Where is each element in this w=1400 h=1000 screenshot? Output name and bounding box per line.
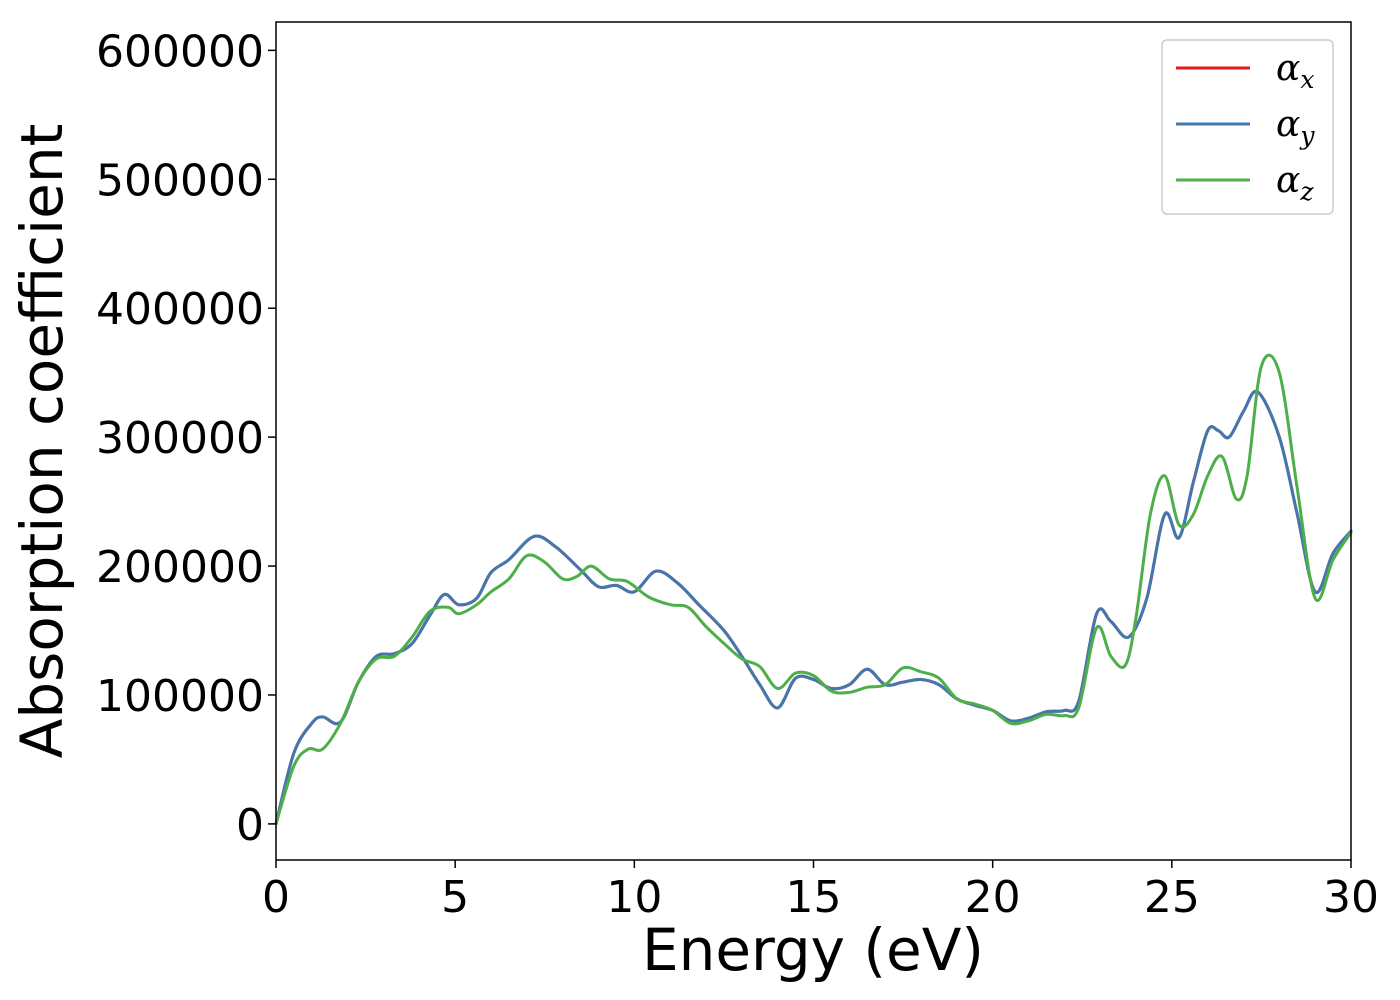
y-tick-label: 400000 bbox=[96, 284, 264, 335]
y-tick-label: 600000 bbox=[96, 26, 264, 77]
legend: αx αy αz bbox=[1161, 39, 1334, 215]
legend-label-x: αx bbox=[1276, 48, 1314, 94]
x-ticks: 0 5 10 15 20 25 30 bbox=[262, 860, 1379, 923]
legend-box bbox=[1161, 39, 1334, 215]
y-tick-label: 200000 bbox=[96, 542, 264, 593]
x-tick-label: 5 bbox=[441, 872, 469, 923]
series-line-z bbox=[274, 353, 1353, 826]
x-tick-label: 20 bbox=[965, 872, 1021, 923]
x-tick-label: 30 bbox=[1323, 872, 1379, 923]
y-axis-label: Absorption coefficient bbox=[8, 124, 76, 759]
x-tick-label: 0 bbox=[262, 872, 290, 923]
y-tick-label: 300000 bbox=[96, 413, 264, 464]
legend-label-z: αz bbox=[1276, 160, 1314, 206]
y-tick-label: 500000 bbox=[96, 155, 264, 206]
y-tick-label: 100000 bbox=[96, 671, 264, 722]
y-ticks: 0 100000 200000 300000 400000 500000 600000 bbox=[96, 26, 276, 851]
x-axis-label: Energy (eV) bbox=[642, 916, 984, 984]
x-tick-label: 10 bbox=[606, 872, 662, 923]
y-tick-label: 0 bbox=[236, 800, 264, 851]
legend-label-y: αy bbox=[1276, 104, 1315, 150]
x-tick-label: 25 bbox=[1144, 872, 1200, 923]
series-line-y bbox=[274, 389, 1353, 826]
series-layer bbox=[274, 353, 1353, 826]
x-tick-label: 15 bbox=[786, 872, 842, 923]
